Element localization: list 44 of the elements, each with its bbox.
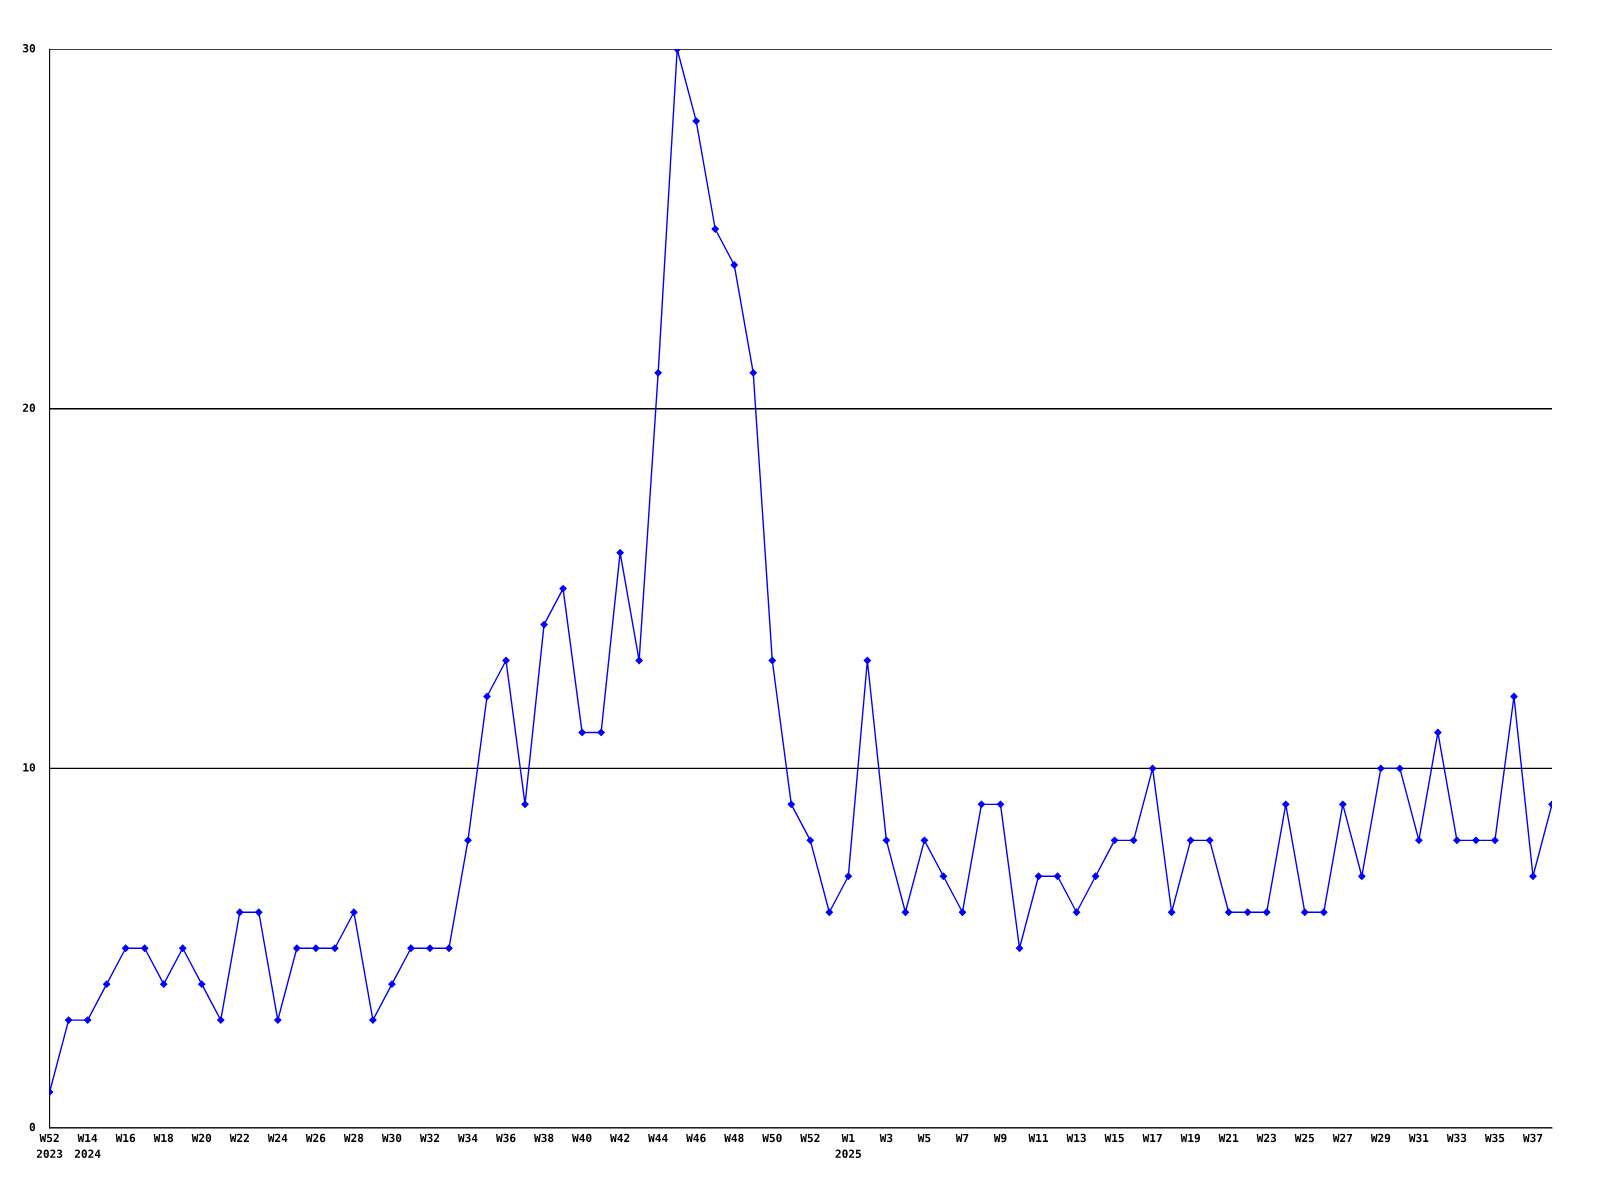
y-tick-label: 0 xyxy=(29,1122,36,1132)
x-tick-label: W3 xyxy=(879,1133,893,1143)
x-tick-label: W5 xyxy=(917,1133,931,1143)
x-tick-label: W11 xyxy=(1028,1133,1049,1142)
y-tick-label: 10 xyxy=(23,763,36,772)
x-tick-label: W33 xyxy=(1446,1133,1467,1143)
x-tick-label: W46 xyxy=(686,1133,706,1143)
x-tick-label: W9 xyxy=(993,1133,1007,1143)
x-tick-label: W38 xyxy=(534,1133,554,1143)
x-tick-label: W24 xyxy=(267,1133,288,1142)
x-tick-label: W17 xyxy=(1142,1133,1162,1142)
x-tick-label: W1 2025 xyxy=(835,1133,861,1158)
y-tick-label: 30 xyxy=(23,44,36,53)
x-tick-label: W16 xyxy=(115,1133,136,1143)
x-tick-label: W40 xyxy=(572,1133,592,1143)
x-tick-label: W52 2023 xyxy=(36,1133,63,1158)
x-tick-label: W21 xyxy=(1218,1133,1239,1142)
x-tick-label: W30 xyxy=(381,1133,402,1143)
x-tick-label: W15 xyxy=(1104,1133,1124,1143)
x-tick-label: W35 xyxy=(1484,1133,1505,1143)
x-tick-label: W36 xyxy=(495,1133,516,1143)
x-tick-label: W27 xyxy=(1332,1133,1352,1142)
x-tick-label: W48 xyxy=(724,1133,744,1143)
x-tick-label: W7 xyxy=(955,1133,969,1142)
x-tick-label: W23 xyxy=(1256,1133,1277,1143)
y-tick-label: 20 xyxy=(22,403,36,413)
x-tick-label: W28 xyxy=(343,1133,364,1143)
x-tick-label: W31 xyxy=(1408,1133,1429,1143)
x-tick-label: W37 xyxy=(1522,1133,1543,1143)
x-tick-label: W52 xyxy=(800,1133,820,1143)
x-tick-label: W50 xyxy=(762,1133,782,1143)
x-tick-label: W19 xyxy=(1180,1133,1200,1143)
x-tick-label: W26 xyxy=(305,1133,326,1143)
x-tick-label: W20 xyxy=(191,1133,212,1143)
x-tick-label: W29 xyxy=(1370,1133,1391,1143)
x-tick-label: W25 xyxy=(1294,1133,1315,1143)
x-tick-label: W22 xyxy=(229,1133,249,1142)
x-tick-label: W18 xyxy=(153,1133,174,1143)
x-tick-label: W13 xyxy=(1066,1133,1086,1143)
x-tick-label: W42 xyxy=(610,1133,630,1142)
x-tick-label: W44 xyxy=(648,1133,668,1142)
x-tick-label: W34 xyxy=(457,1133,478,1143)
x-tick-label: W14 2024 xyxy=(74,1133,101,1158)
x-tick-label: W32 xyxy=(419,1133,440,1143)
